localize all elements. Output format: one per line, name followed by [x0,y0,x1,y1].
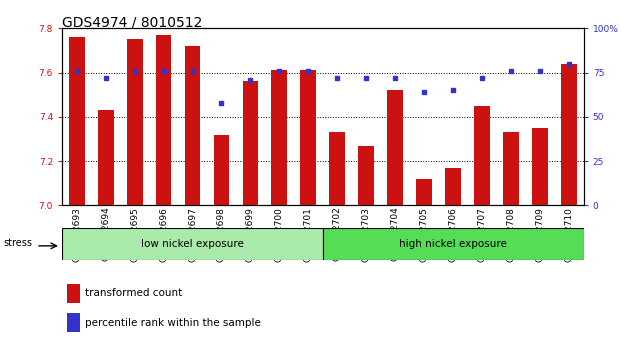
Bar [301,70,316,205]
Bar [388,90,404,205]
Bar [214,135,229,205]
Bar [474,106,490,205]
Bar [62,228,323,260]
Bar [323,228,584,260]
Bar [67,284,80,303]
Bar [416,179,432,205]
Bar [155,35,171,205]
Bar [67,313,80,332]
Text: transformed count: transformed count [85,288,183,298]
Text: GDS4974 / 8010512: GDS4974 / 8010512 [62,16,202,30]
Bar [271,70,288,205]
Text: stress: stress [3,238,32,248]
Text: percentile rank within the sample: percentile rank within the sample [85,318,261,328]
Bar [358,145,374,205]
Text: low nickel exposure: low nickel exposure [141,239,244,249]
Bar [329,132,345,205]
Bar [97,110,114,205]
Bar [532,128,548,205]
Bar [127,39,142,205]
Bar [503,132,519,205]
Text: high nickel exposure: high nickel exposure [399,239,507,249]
Bar [242,81,258,205]
Bar [445,168,461,205]
Bar [69,37,84,205]
Bar [561,64,577,205]
Bar [184,46,201,205]
